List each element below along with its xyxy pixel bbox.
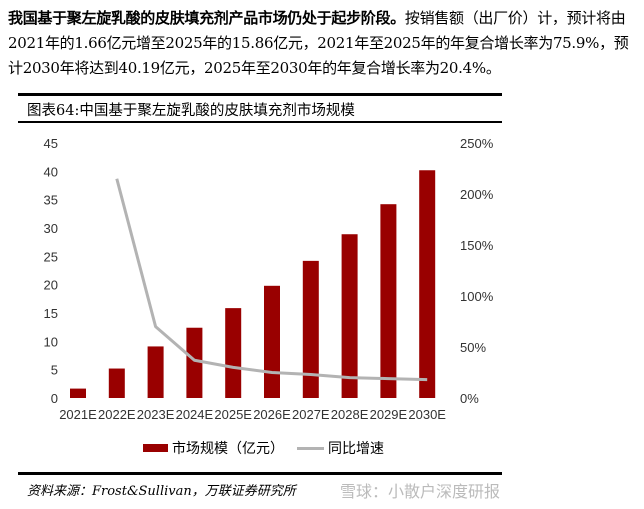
bar [419, 170, 436, 398]
y-left-tick: 5 [51, 363, 58, 378]
top-rule [18, 93, 502, 96]
y-left-tick: 40 [44, 164, 58, 179]
caption-rule [18, 121, 502, 123]
legend-line: 同比增速 [297, 438, 384, 458]
x-tick: 2022E [98, 407, 136, 422]
y-left-tick: 35 [44, 193, 58, 208]
x-tick: 2028E [331, 407, 369, 422]
x-tick: 2025E [214, 407, 252, 422]
footer-rule [18, 472, 502, 475]
y-right-tick: 150% [460, 238, 494, 253]
x-tick: 2021E [59, 407, 97, 422]
bar [225, 308, 242, 398]
x-tick: 2027E [292, 407, 330, 422]
x-tick: 2029E [370, 407, 408, 422]
y-right-tick: 50% [460, 340, 486, 355]
bar [147, 346, 164, 398]
bar [70, 388, 86, 398]
legend-bar: 市场规模（亿元） [143, 438, 284, 458]
y-right-tick: 0% [460, 391, 479, 406]
intro-text: 按销售额（出厂价）计，预计将由2021年的1.66亿元增至2025年的15.86… [8, 9, 629, 77]
x-tick: 2026E [253, 407, 291, 422]
bar [302, 260, 319, 398]
intro-bold: 我国基于聚左旋乳酸的皮肤填充剂产品市场仍处于起步阶段。 [8, 9, 405, 27]
intro-paragraph: 我国基于聚左旋乳酸的皮肤填充剂产品市场仍处于起步阶段。按销售额（出厂价）计，预计… [8, 6, 638, 81]
legend-bar-label: 市场规模（亿元） [172, 441, 284, 457]
growth-line [115, 178, 428, 382]
x-tick: 2030E [408, 407, 446, 422]
y-left-tick: 15 [44, 306, 58, 321]
bar [380, 204, 397, 398]
y-left-tick: 30 [44, 221, 58, 236]
y-left-tick: 20 [44, 278, 58, 293]
y-right-tick: 250% [460, 136, 494, 151]
y-left-tick: 0 [51, 391, 58, 406]
y-right-tick: 100% [460, 289, 494, 304]
x-tick: 2024E [176, 407, 214, 422]
y-right-tick: 200% [460, 187, 494, 202]
bar [264, 285, 280, 398]
x-tick: 2023E [137, 407, 175, 422]
legend-line-label: 同比增速 [328, 441, 384, 457]
legend-line-swatch [297, 446, 324, 450]
legend-bar-swatch [143, 444, 168, 452]
bar [186, 327, 203, 398]
bar [341, 234, 358, 398]
y-left-tick: 10 [44, 334, 58, 349]
figure-caption: 图表64:中国基于聚左旋乳酸的皮肤填充剂市场规模 [27, 103, 355, 119]
y-left-tick: 45 [44, 136, 58, 151]
source-note: 资料来源：Frost&Sullivan，万联证券研究所 [27, 484, 296, 499]
y-left-tick: 25 [44, 249, 58, 264]
watermark: 雪球：小散户深度研报 [340, 482, 501, 501]
bar [108, 368, 125, 398]
